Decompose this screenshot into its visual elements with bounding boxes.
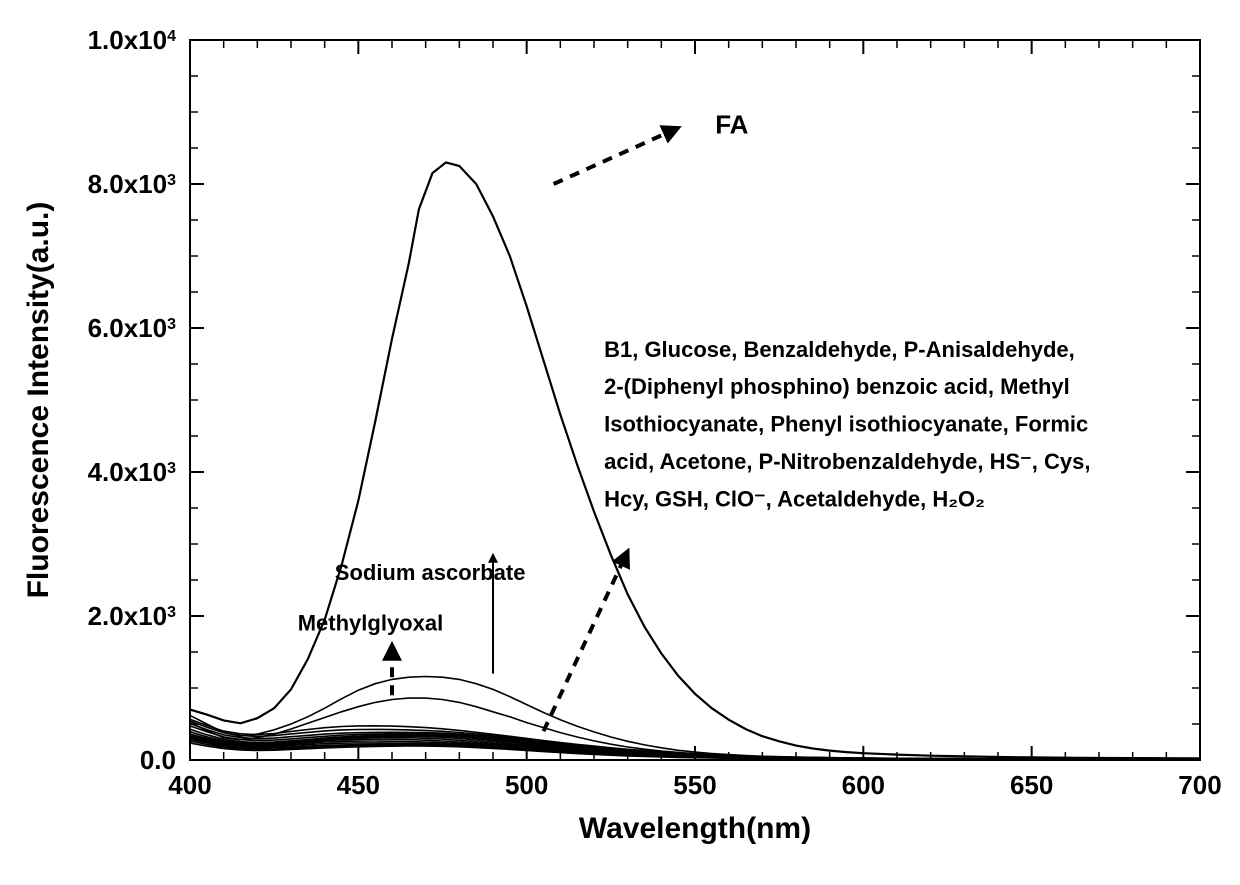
y-tick-label: 6.0x103: [88, 313, 177, 343]
x-axis-label: Wavelength(nm): [579, 812, 811, 845]
x-tick-label: 500: [505, 770, 548, 800]
x-tick-label: 550: [673, 770, 716, 800]
chart-svg: 4004505005506006507000.02.0x1034.0x1036.…: [0, 0, 1240, 885]
y-tick-label: 4.0x103: [88, 457, 177, 487]
chart-container: 4004505005506006507000.02.0x1034.0x1036.…: [0, 0, 1240, 885]
fa-label: FA: [715, 110, 748, 140]
y-tick-label: 8.0x103: [88, 169, 177, 199]
x-tick-label: 700: [1178, 770, 1221, 800]
y-tick-label: 0.0: [140, 745, 176, 775]
plot-frame: [190, 40, 1200, 760]
y-tick-label: 1.0x104: [88, 25, 177, 55]
cluster-text-line: acid, Acetone, P-Nitrobenzaldehyde, HS⁻,…: [604, 449, 1090, 474]
cluster-text-line: 2-(Diphenyl phosphino) benzoic acid, Met…: [604, 374, 1070, 399]
sodium-ascorbate-label: Sodium ascorbate: [335, 560, 526, 585]
x-tick-label: 600: [842, 770, 885, 800]
y-tick-label: 2.0x103: [88, 601, 177, 631]
x-tick-label: 650: [1010, 770, 1053, 800]
x-tick-label: 450: [337, 770, 380, 800]
cluster-text-line: B1, Glucose, Benzaldehyde, P-Anisaldehyd…: [604, 337, 1075, 362]
cluster-arrow: [544, 551, 628, 731]
cluster-text-line: Hcy, GSH, ClO⁻, Acetaldehyde, H₂O₂: [604, 487, 985, 512]
fa-arrow: [554, 128, 679, 184]
methylglyoxal-label: Methylglyoxal: [298, 610, 443, 635]
cluster-text-line: Isothiocyanate, Phenyl isothiocyanate, F…: [604, 412, 1088, 437]
y-axis-label: Fluorescence Intensity(a.u.): [22, 202, 55, 599]
